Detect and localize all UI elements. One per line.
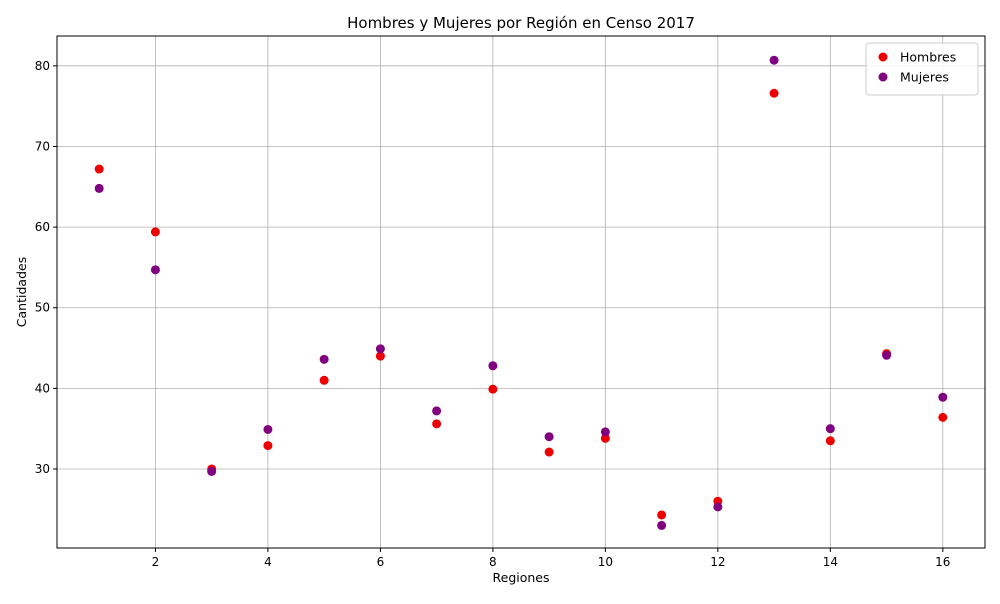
x-tick-label: 14 — [823, 555, 838, 569]
data-points — [94, 55, 948, 530]
data-point-mujeres — [319, 354, 329, 364]
data-point-mujeres — [544, 432, 554, 442]
y-axis-label: Cantidades — [14, 257, 29, 327]
x-tick-label: 2 — [152, 555, 160, 569]
x-tick-label: 8 — [489, 555, 497, 569]
data-point-hombres — [938, 412, 948, 422]
legend-label: Hombres — [900, 50, 956, 65]
data-point-hombres — [825, 436, 835, 446]
legend: Hombres Mujeres — [865, 42, 979, 96]
data-point-mujeres — [825, 424, 835, 434]
y-tick-label: 80 — [35, 59, 50, 73]
data-point-mujeres — [375, 344, 385, 354]
data-point-mujeres — [882, 350, 892, 360]
data-point-hombres — [769, 88, 779, 98]
legend-marker — [878, 52, 888, 62]
data-point-mujeres — [207, 466, 217, 476]
data-point-mujeres — [713, 502, 723, 512]
data-point-mujeres — [488, 361, 498, 371]
axis-ticks: 2 4 6 8 10 12 14 16 30 40 50 60 70 80 — [35, 59, 951, 569]
y-tick-label: 50 — [35, 301, 50, 315]
x-tick-label: 12 — [710, 555, 725, 569]
data-point-mujeres — [769, 55, 779, 65]
grid — [57, 36, 985, 548]
data-point-mujeres — [94, 183, 104, 193]
data-point-hombres — [488, 384, 498, 394]
chart-title: Hombres y Mujeres por Región en Censo 20… — [347, 14, 695, 32]
y-tick-label: 60 — [35, 220, 50, 234]
y-tick-label: 30 — [35, 462, 50, 476]
data-point-hombres — [544, 447, 554, 457]
data-point-hombres — [600, 433, 610, 443]
legend-box — [865, 42, 979, 96]
data-point-hombres — [432, 419, 442, 429]
data-point-hombres — [319, 375, 329, 385]
x-tick-label: 10 — [598, 555, 613, 569]
x-axis-label: Regiones — [493, 570, 550, 585]
y-tick-label: 40 — [35, 381, 50, 395]
x-tick-label: 16 — [935, 555, 950, 569]
data-point-mujeres — [150, 265, 160, 275]
x-tick-label: 6 — [377, 555, 385, 569]
data-point-mujeres — [263, 424, 273, 434]
data-point-hombres — [94, 164, 104, 174]
legend-marker — [878, 72, 888, 82]
data-point-mujeres — [600, 427, 610, 437]
plot-frame — [56, 35, 986, 549]
data-point-hombres — [150, 227, 160, 237]
data-point-mujeres — [657, 520, 667, 530]
legend-label: Mujeres — [900, 70, 949, 85]
data-point-mujeres — [938, 392, 948, 402]
data-point-mujeres — [432, 406, 442, 416]
x-tick-label: 4 — [264, 555, 272, 569]
y-tick-label: 70 — [35, 139, 50, 153]
data-point-hombres — [263, 441, 273, 451]
data-point-hombres — [375, 351, 385, 361]
data-point-hombres — [657, 510, 667, 520]
